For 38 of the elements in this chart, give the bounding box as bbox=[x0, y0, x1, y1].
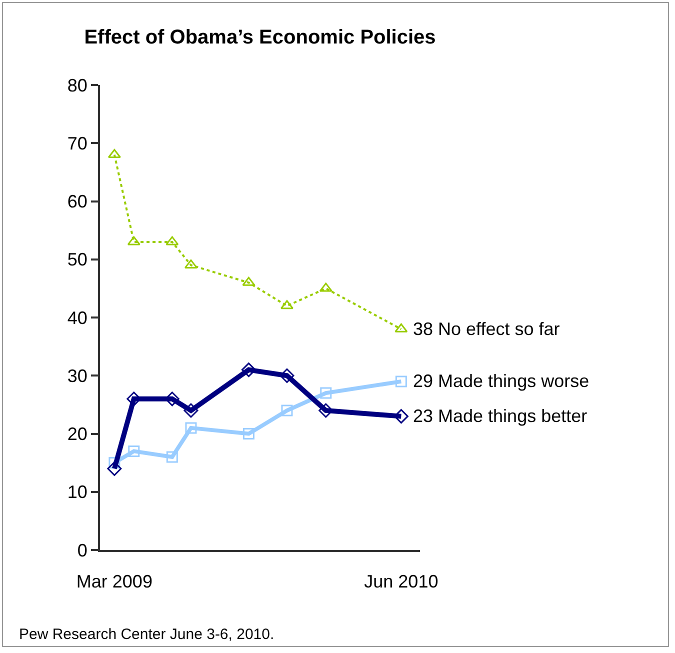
y-tick-label: 30 bbox=[67, 366, 88, 386]
point bbox=[241, 362, 256, 378]
point bbox=[242, 276, 256, 286]
point bbox=[126, 392, 142, 406]
text: 29 Made things worse bbox=[413, 371, 590, 391]
point bbox=[394, 323, 408, 332]
y-tick-label: 10 bbox=[67, 482, 88, 502]
point bbox=[394, 409, 408, 424]
text: 38 No effect so far bbox=[413, 319, 560, 339]
point bbox=[320, 387, 332, 399]
point bbox=[318, 403, 334, 418]
y-tick-label: 20 bbox=[67, 424, 88, 444]
point bbox=[166, 451, 178, 463]
y-tick-label: 60 bbox=[67, 192, 88, 212]
point bbox=[184, 259, 198, 268]
point bbox=[395, 376, 407, 388]
point bbox=[242, 428, 254, 440]
text: Pew Research Center June 3-6, 2010. bbox=[19, 626, 274, 643]
point bbox=[164, 392, 180, 406]
y-tick-label: 0 bbox=[77, 540, 88, 560]
x-tick-label: Jun 2010 bbox=[364, 572, 438, 592]
y-tick-label: 70 bbox=[67, 133, 88, 154]
x-tick-label: Mar 2009 bbox=[76, 572, 152, 592]
text: 23 Made things better bbox=[413, 406, 588, 426]
point bbox=[280, 368, 294, 383]
point bbox=[127, 236, 140, 246]
point bbox=[280, 300, 294, 310]
point bbox=[128, 445, 140, 457]
chart-title: Effect of Obama’s Economic Policies bbox=[84, 26, 436, 48]
y-tick-label: 50 bbox=[67, 250, 88, 270]
point bbox=[319, 282, 332, 292]
point bbox=[166, 236, 179, 246]
y-tick-label: 80 bbox=[67, 75, 88, 96]
point bbox=[184, 403, 198, 418]
point bbox=[107, 461, 122, 476]
point bbox=[281, 404, 293, 416]
y-tick-label: 40 bbox=[67, 308, 88, 328]
point bbox=[185, 422, 197, 434]
